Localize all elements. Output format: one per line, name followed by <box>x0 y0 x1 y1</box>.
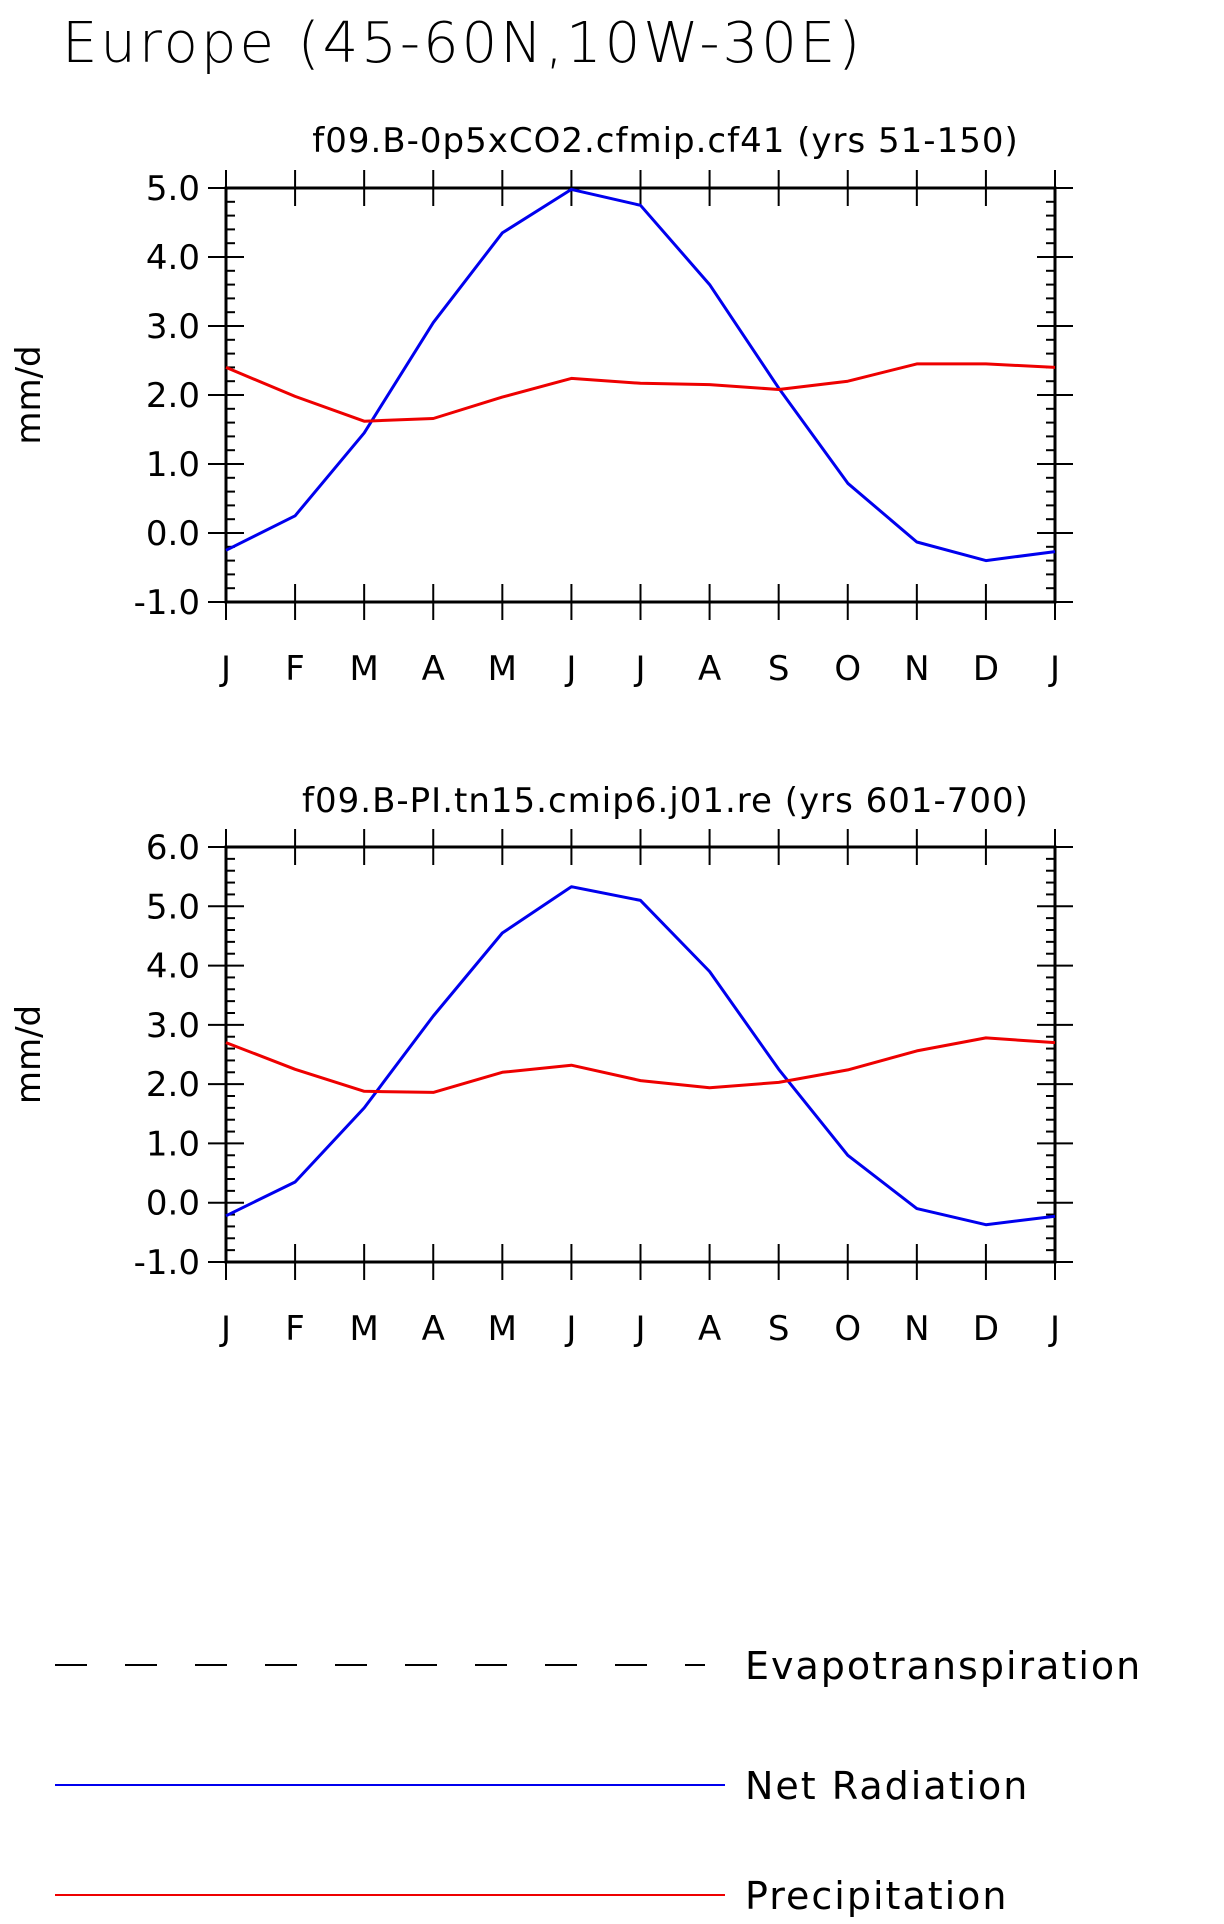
legend-item-net-radiation: Net Radiation <box>55 1764 1029 1808</box>
legend-label: Evapotranspiration <box>745 1644 1142 1688</box>
x-tick-label: S <box>768 649 790 689</box>
chart-panels: f09.B-0p5xCO2.cfmip.cf41 (yrs 51-150) mm/… <box>9 121 1073 1349</box>
chart-panel-2: f09.B-PI.tn15.cmip6.j01.re (yrs 601-700)… <box>9 781 1073 1349</box>
x-tick-label: M <box>488 1309 517 1349</box>
legend-label: Net Radiation <box>745 1764 1029 1808</box>
x-tick-label: N <box>904 1309 929 1349</box>
x-tick-label: J <box>1048 1309 1060 1349</box>
x-tick-label: J <box>564 649 576 689</box>
x-tick-label: M <box>349 1309 378 1349</box>
y-axis-label: mm/d <box>9 1005 49 1104</box>
y-tick-label: 4.0 <box>146 238 200 278</box>
panel-title: f09.B-0p5xCO2.cfmip.cf41 (yrs 51-150) <box>312 121 1018 161</box>
y-tick-label: 4.0 <box>146 947 200 987</box>
x-tick-label: S <box>768 1309 790 1349</box>
legend-item-evapotranspiration: Evapotranspiration <box>55 1644 1142 1688</box>
x-tick-label: M <box>488 649 517 689</box>
x-tick-label: A <box>422 1309 445 1349</box>
y-tick-label: 1.0 <box>146 1124 200 1164</box>
x-tick-label: F <box>285 1309 305 1349</box>
x-tick-label: J <box>219 1309 231 1349</box>
figure-title: Europe (45-60N,10W-30E) <box>62 11 863 76</box>
series-line-precipitation <box>225 1036 1056 1094</box>
series-line-net-radiation <box>225 187 1056 563</box>
x-tick-label: A <box>698 1309 721 1349</box>
y-tick-label: 5.0 <box>146 887 200 927</box>
y-tick-label: 6.0 <box>146 828 200 868</box>
chart-panel-1: f09.B-0p5xCO2.cfmip.cf41 (yrs 51-150) mm/… <box>9 121 1073 689</box>
y-tick-label: 3.0 <box>146 307 200 347</box>
y-tick-label: 3.0 <box>146 1006 200 1046</box>
plot-frame <box>224 186 1057 604</box>
legend-item-precipitation: Precipitation <box>55 1874 1009 1918</box>
x-tick-label: D <box>973 1309 999 1349</box>
x-tick-label: J <box>633 1309 645 1349</box>
x-tick-label: J <box>1048 649 1060 689</box>
x-tick-label: O <box>834 649 861 689</box>
legend-label: Precipitation <box>745 1874 1009 1918</box>
y-tick-label: 0.0 <box>146 1184 200 1224</box>
panel-title: f09.B-PI.tn15.cmip6.j01.re (yrs 601-700) <box>302 781 1029 821</box>
x-tick-label: J <box>633 649 645 689</box>
x-tick-label: O <box>834 1309 861 1349</box>
x-tick-label: F <box>285 649 305 689</box>
y-axis-label: mm/d <box>9 345 49 444</box>
x-tick-label: A <box>422 649 445 689</box>
y-tick-label: 5.0 <box>146 169 200 209</box>
y-tick-label: 2.0 <box>146 1065 200 1105</box>
plot-frame <box>224 845 1057 1264</box>
y-tick-label: 0.0 <box>146 514 200 554</box>
legend: Evapotranspiration Net Radiation Precipita… <box>55 1644 1142 1918</box>
y-tick-label: -1.0 <box>134 583 200 623</box>
x-tick-label: D <box>973 649 999 689</box>
y-tick-label: -1.0 <box>134 1243 200 1283</box>
series-line-net-radiation <box>225 885 1056 1227</box>
series-line-precipitation <box>225 362 1056 423</box>
x-tick-label: J <box>564 1309 576 1349</box>
x-tick-label: J <box>219 649 231 689</box>
x-tick-label: M <box>349 649 378 689</box>
x-tick-label: A <box>698 649 721 689</box>
x-tick-label: N <box>904 649 929 689</box>
y-tick-label: 2.0 <box>146 376 200 416</box>
y-tick-label: 1.0 <box>146 445 200 485</box>
